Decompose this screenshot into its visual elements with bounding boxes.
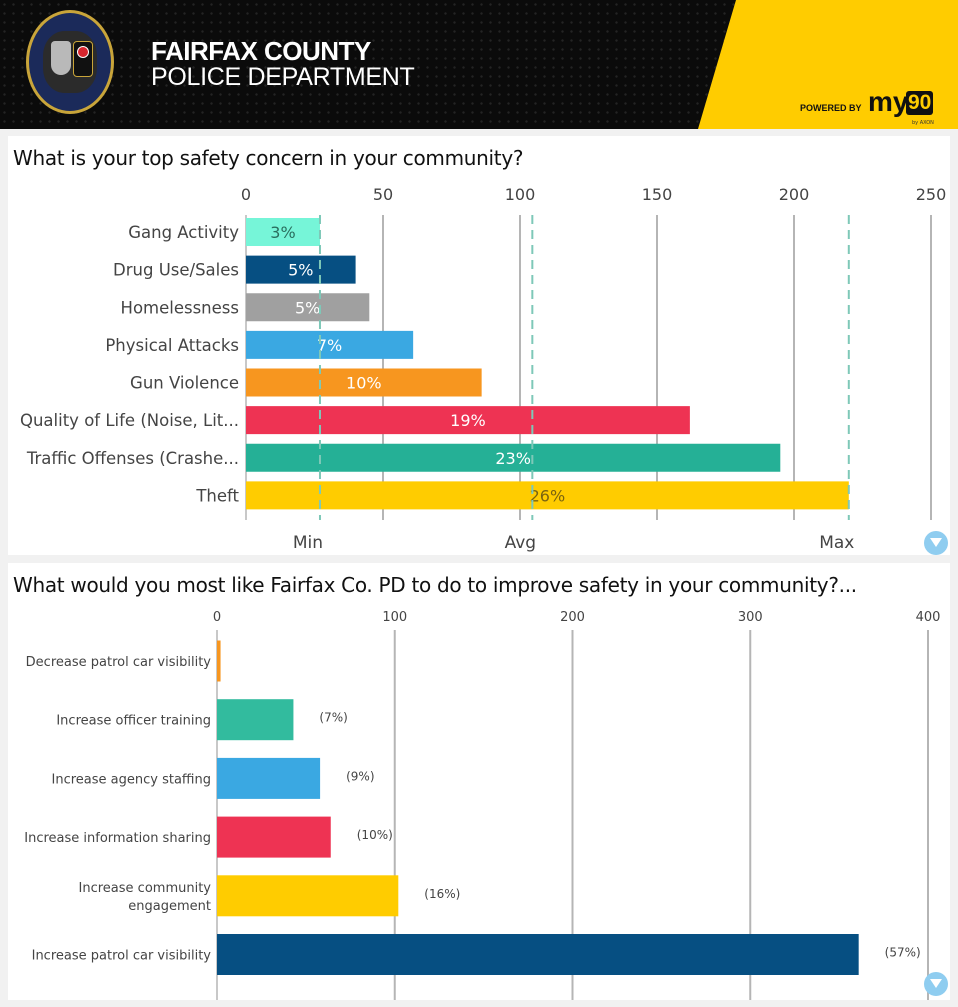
bar [246,443,781,472]
data-label: (10%) [357,828,393,842]
category-label: Increase patrol car visibility [32,949,212,964]
category-label: Physical Attacks [105,336,239,355]
bar [246,218,320,246]
data-label: (9%) [346,769,374,783]
app-header: FAIRFAX COUNTY POLICE DEPARTMENT POWERED… [0,0,958,129]
chart-title: What is your top safety concern in your … [13,146,524,170]
x-tick-label: 100 [382,610,407,625]
bar [217,816,331,858]
reference-label: Max [819,533,854,553]
data-label: (57%) [885,946,921,960]
category-label: Gang Activity [128,223,239,242]
x-tick-label: 300 [738,610,763,625]
x-tick-label: 200 [779,185,810,204]
brand-by-axon: by AXON [912,120,934,126]
reference-label: Min [293,533,323,553]
category-label: Quality of Life (Noise, Lit... [20,411,239,430]
brand-my: my [868,86,909,117]
brand-90: 90 [906,91,934,115]
category-label: Increase officer training [56,714,211,729]
category-label: Theft [195,486,239,505]
data-label: 10% [346,374,382,393]
data-label: 7% [317,336,342,355]
x-tick-label: 150 [642,185,673,204]
data-label: 23% [495,449,531,468]
header-title-line1: FAIRFAX COUNTY [151,36,371,66]
data-label: (16%) [424,887,460,901]
bar-chart-improve-safety: 0 100 200 300 400 Decrease patrol car visibil… [24,610,941,1000]
x-tick-label: 0 [241,185,251,204]
bar [217,699,294,741]
x-tick-label: 200 [560,610,585,625]
data-label: 26% [530,486,566,505]
bar [246,368,482,397]
chart-title: What would you most like Fairfax Co. PD … [13,573,857,597]
bar [246,255,356,284]
category-label: Gun Violence [130,374,239,393]
header-title-line2: POLICE DEPARTMENT [151,63,415,91]
powered-by-label: POWERED BY [800,103,862,113]
x-tick-label: 50 [373,185,393,204]
chart-panel-safety-concern: What is your top safety concern in your … [8,136,950,555]
category-label: Decrease patrol car visibility [26,655,212,670]
category-label: Increase community [79,881,212,896]
category-label: Traffic Offenses (Crashe... [26,449,239,468]
bar [246,330,414,359]
x-tick-label: 400 [916,610,941,625]
filter-icon[interactable] [924,531,948,555]
x-tick-label: 100 [505,185,536,204]
data-label: 5% [288,261,313,280]
bar [246,293,370,322]
data-label: 3% [270,223,295,242]
x-tick-label: 250 [916,185,947,204]
x-tick-label: 0 [213,610,221,625]
chart-panel-improve-safety: What would you most like Fairfax Co. PD … [8,563,950,1000]
bar [217,934,859,975]
category-label: Homelessness [121,298,239,317]
filter-icon[interactable] [924,972,948,996]
reference-label: Avg [505,533,537,553]
bar-chart-safety-concern: 0 50 100 150 200 250 Gang Activity 3% Drug Use/S… [20,185,947,553]
data-label: 19% [450,411,486,430]
data-label: (7%) [319,711,347,725]
data-label: 5% [295,298,320,317]
police-badge-logo [26,10,114,114]
category-label: Increase information sharing [24,831,211,846]
bar [246,481,849,510]
category-label: Increase agency staffing [52,772,211,787]
bar [217,875,399,917]
category-label: Drug Use/Sales [113,261,239,280]
category-label: engagement [128,899,211,914]
bar [217,640,221,682]
bar [217,757,321,799]
